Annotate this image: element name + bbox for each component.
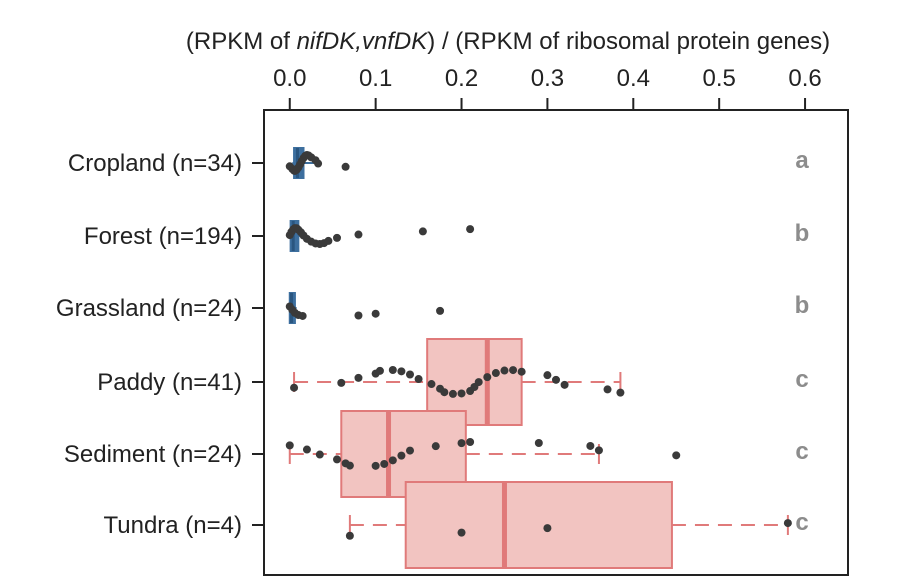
data-point bbox=[427, 380, 436, 389]
data-point bbox=[371, 461, 380, 470]
category-label: Cropland (n=34) bbox=[68, 150, 242, 177]
category-label: Sediment (n=24) bbox=[64, 441, 242, 468]
plot-area-frame bbox=[263, 109, 849, 576]
data-point bbox=[552, 375, 560, 384]
box-iqr bbox=[404, 481, 673, 569]
data-point bbox=[388, 456, 397, 465]
significance-letter: a bbox=[795, 147, 809, 174]
significance-letters: a b b c c c bbox=[795, 147, 810, 536]
data-point bbox=[345, 461, 354, 470]
data-point bbox=[466, 438, 475, 447]
data-point bbox=[436, 306, 445, 315]
data-point bbox=[388, 366, 397, 375]
data-point bbox=[483, 373, 492, 382]
data-point bbox=[380, 459, 389, 468]
data-point bbox=[333, 233, 341, 242]
data-point bbox=[345, 531, 354, 540]
data-point bbox=[414, 375, 423, 384]
category-label: Tundra (n=4) bbox=[103, 512, 242, 539]
x-tick-label: 0.1 bbox=[359, 65, 392, 92]
data-point bbox=[491, 369, 500, 378]
data-point bbox=[603, 385, 612, 394]
data-point bbox=[315, 450, 324, 459]
data-point bbox=[543, 524, 552, 533]
data-point bbox=[457, 528, 466, 537]
data-point bbox=[474, 378, 483, 387]
data-point bbox=[509, 366, 518, 375]
chart-title-part: nifDK,vnfDK bbox=[297, 28, 429, 55]
x-tick-label: 0.2 bbox=[445, 65, 478, 92]
data-point bbox=[354, 373, 363, 382]
data-point bbox=[500, 366, 509, 375]
data-point bbox=[534, 439, 543, 448]
x-axis-ticks: 0.0 0.1 0.2 0.3 0.4 0.5 0.6 bbox=[273, 65, 822, 110]
data-point bbox=[406, 370, 414, 379]
chart-title-part: ) / (RPKM of ribosomal protein genes) bbox=[427, 28, 830, 55]
category-label: Forest (n=194) bbox=[84, 223, 242, 250]
category-label: Grassland (n=24) bbox=[56, 295, 242, 322]
data-point bbox=[418, 227, 427, 236]
data-point bbox=[586, 441, 595, 450]
data-point bbox=[337, 378, 346, 387]
category-label: Paddy (n=41) bbox=[97, 369, 242, 396]
x-tick-label: 0.5 bbox=[702, 65, 735, 92]
significance-letter: b bbox=[795, 292, 810, 319]
data-point bbox=[457, 389, 466, 398]
data-point bbox=[616, 388, 625, 397]
data-point bbox=[333, 455, 341, 464]
x-tick-label: 0.0 bbox=[273, 65, 306, 92]
chart-title: (RPKM of nifDK,vnfDK) / (RPKM of ribosom… bbox=[186, 28, 830, 55]
data-point bbox=[457, 439, 466, 448]
data-point bbox=[783, 519, 792, 528]
data-point bbox=[341, 162, 350, 171]
data-point bbox=[517, 367, 526, 376]
data-point bbox=[285, 441, 294, 450]
data-point bbox=[324, 236, 333, 245]
data-point bbox=[594, 446, 603, 455]
significance-letter: c bbox=[795, 366, 808, 393]
x-tick-label: 0.3 bbox=[531, 65, 564, 92]
data-point bbox=[354, 230, 363, 239]
data-point bbox=[290, 383, 299, 392]
data-point bbox=[440, 388, 449, 397]
data-point bbox=[397, 367, 406, 376]
data-point bbox=[466, 225, 475, 234]
data-point bbox=[560, 380, 569, 389]
x-tick-label: 0.6 bbox=[788, 65, 821, 92]
significance-letter: c bbox=[795, 438, 808, 465]
data-point bbox=[354, 311, 363, 320]
chart-title-part: (RPKM of bbox=[186, 28, 297, 55]
data-point bbox=[397, 451, 406, 460]
data-point bbox=[302, 445, 311, 454]
category-labels: Cropland (n=34) Forest (n=194) Grassland (… bbox=[56, 150, 264, 539]
data-point bbox=[672, 451, 681, 460]
data-point bbox=[543, 371, 552, 380]
data-point bbox=[298, 311, 307, 320]
data-point bbox=[371, 309, 380, 318]
data-point bbox=[431, 442, 440, 451]
boxes bbox=[288, 147, 673, 569]
x-tick-label: 0.4 bbox=[617, 65, 650, 92]
significance-letter: c bbox=[795, 509, 808, 536]
data-point bbox=[406, 446, 414, 455]
significance-letter: b bbox=[795, 220, 810, 247]
data-points bbox=[285, 151, 792, 540]
data-point bbox=[375, 366, 384, 375]
data-point bbox=[314, 159, 323, 168]
data-point bbox=[448, 389, 457, 398]
